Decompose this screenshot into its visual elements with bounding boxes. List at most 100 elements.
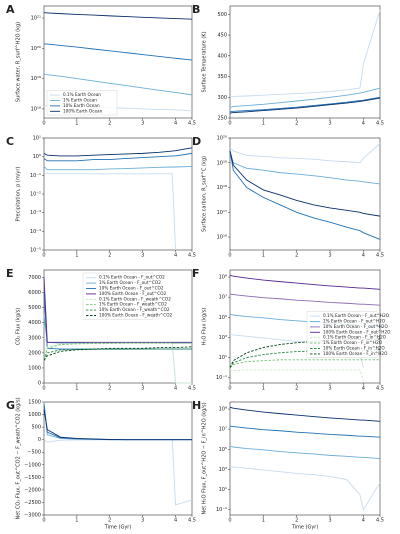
series-line [43,409,192,441]
legend-label: 0.1% Earth Ocean - F_out^CO2 [99,275,165,280]
series-line [229,150,381,217]
y-tick-label: 5000 [28,305,41,311]
y-tick-label: 10⁷ [219,295,227,301]
legend-label: 10% Earth Ocean - F_in^H2O [323,346,385,351]
y-tick-label: 2000 [28,350,41,356]
legend-label: 1% Earth Ocean - F_in^H2O [323,340,383,345]
y-tick-label: 500 [31,425,41,431]
y-tick-label: 10⁻¹ [216,375,227,381]
panel: E 0 1 2 3 4 4.5 0 1000 2000 3000 4000 5000 6000 7000 CO… [6,267,196,392]
series-line [229,150,381,185]
y-tick-label: 450 [217,33,227,39]
x-tick-label: 3 [141,121,144,127]
x-tick-label: 0 [228,518,231,524]
y-axis-label: Precipitation, p (m/yr) [16,167,22,222]
series-line [229,445,381,460]
y-tick-label: 10⁻¹ [216,507,227,513]
series-line [43,152,193,162]
y-tick-label: 6000 [28,290,41,296]
series-line [43,342,192,384]
panel-label: G [6,399,15,412]
y-tick-label: 4000 [28,320,41,326]
series-line [229,274,381,290]
x-tick-label: 2 [295,253,298,259]
panel-label: E [6,267,14,280]
y-tick-label: 10¹ [33,136,41,142]
x-tick-label: 0 [42,121,45,127]
plot-frame [229,5,381,119]
x-tick-label: 2 [295,518,298,524]
plot-frame [43,5,193,119]
y-tick-label: 10¹⁶ [217,235,227,241]
series-line [229,359,380,369]
y-tick-label: 10⁻⁴ [30,229,41,235]
x-tick-label: 1 [75,121,78,127]
series-line [43,401,192,441]
x-tick-label: 4.5 [376,253,384,259]
y-tick-label: −3000 [24,513,41,519]
x-tick-label: 0 [42,386,45,392]
legend-label: 1% Earth Ocean - F_out^H2O [323,319,386,324]
y-tick-label: 250 [217,116,227,122]
legend-label: 100% Earth Ocean [63,108,103,113]
series-line [229,87,381,109]
x-tick-label: 0 [42,253,45,259]
y-tick-label: 10²⁰ [217,136,227,142]
x-tick-label: 1 [262,386,265,392]
y-axis-label: Surface carbon, R_surf^C (kg) [202,156,208,232]
x-tick-label: 1 [262,121,265,127]
panel-label: H [192,399,201,412]
series-line [43,277,192,343]
y-tick-label: 400 [217,53,227,59]
x-tick-label: 4 [174,386,177,392]
panel-label: B [192,3,200,16]
y-axis-label: Surface Temperature (K) [202,31,208,92]
x-axis-label: Time (Gyr) [104,525,132,531]
panel-label: F [192,267,200,280]
x-tick-label: 3 [328,518,331,524]
series-line [230,369,364,381]
x-tick-label: 4 [174,253,177,259]
y-tick-label: 1000 [28,365,41,371]
y-tick-label: 10⁵ [219,315,227,321]
x-tick-label: 4 [174,121,177,127]
legend-box [306,311,378,358]
legend-box [82,272,154,320]
x-tick-label: 0 [228,386,231,392]
y-tick-label: 3000 [28,335,41,341]
y-axis-label: CO₂ Flux (kg/s) [16,308,22,345]
series-line [229,97,381,114]
y-tick-label: 10¹⁹ [31,76,41,82]
y-tick-label: 10⁰ [33,154,41,160]
plot-frame [229,401,381,516]
panel: A 0 1 2 3 4 4.5 10¹⁸ 10¹⁹ 10²⁰ 10²¹ Surface water, … [6,3,196,127]
series-line [43,171,177,251]
x-tick-label: 4 [174,518,177,524]
series-line [229,150,381,240]
y-tick-label: 0 [38,437,41,443]
y-tick-label: 500 [217,12,227,18]
series-line [43,346,193,361]
y-axis-label: H₂O Flux (kg/s) [202,308,208,346]
series-line [43,43,193,61]
legend-label: 10% Earth Ocean [63,103,100,108]
x-tick-label: 1 [75,518,78,524]
x-tick-label: 3 [328,386,331,392]
panel: C 0 1 2 3 4 4.5 10⁻⁵ 10⁻⁴ 10⁻³ 10⁻² 10⁻¹ 10⁰ 10¹ Preci… [6,135,196,259]
series-line [43,12,193,20]
legend-label: 1% Earth Ocean [63,98,97,103]
y-tick-label: 10¹ [219,355,227,361]
plot-frame [43,269,193,384]
x-tick-label: 2 [108,121,111,127]
x-tick-label: 2 [295,121,298,127]
y-tick-label: 7000 [28,275,41,281]
legend-label: 10% Earth Ocean - F_out^CO2 [99,286,164,291]
y-tick-label: 10²¹ [31,16,41,22]
y-tick-label: −500 [27,450,41,456]
y-tick-label: 10⁷ [219,427,227,433]
legend-label: 0.1% Earth Ocean [63,92,101,97]
plot-frame [229,137,381,251]
x-tick-label: 3 [141,253,144,259]
y-tick-label: −2500 [24,500,41,506]
